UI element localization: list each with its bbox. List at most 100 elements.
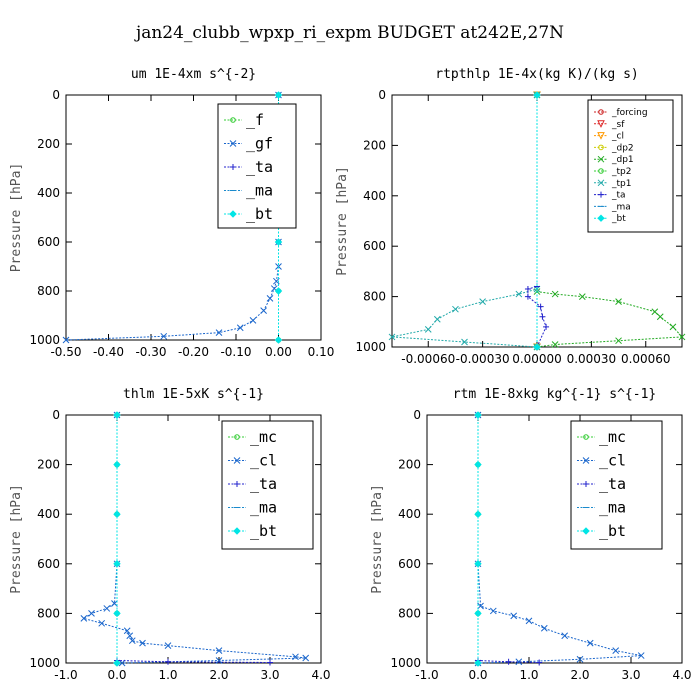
data-point — [505, 658, 512, 665]
x-tick-label: 4.0 — [672, 668, 691, 682]
data-point — [292, 653, 299, 661]
legend-marker — [598, 168, 604, 174]
y-tick-label: 1000 — [355, 340, 386, 354]
legend: _mc _cl _ta _ma _bt — [221, 420, 314, 550]
data-point — [160, 332, 168, 340]
x-tick-label: 1.0 — [158, 668, 177, 682]
data-point — [524, 293, 531, 300]
legend-entry: _mc — [599, 428, 626, 446]
x-tick-label: -0.10 — [220, 345, 251, 359]
x-tick-label: -1.0 — [54, 668, 77, 682]
data-point — [424, 326, 432, 333]
data-point — [578, 293, 586, 300]
y-tick-label: 800 — [37, 284, 60, 298]
x-tick-label: 0.00030 — [567, 352, 617, 366]
data-point — [637, 652, 645, 659]
data-point — [515, 658, 523, 666]
plot-frame — [426, 414, 683, 664]
data-point — [561, 632, 569, 640]
data-point — [452, 305, 459, 313]
data-point — [103, 605, 111, 612]
data-point — [215, 329, 223, 337]
x-tick-label: -0.00060 — [401, 352, 455, 366]
y-tick-label: 200 — [398, 458, 421, 472]
legend-entry: _f — [246, 111, 264, 129]
series-bt — [113, 411, 121, 667]
legend-marker — [233, 457, 241, 464]
legend-marker — [230, 164, 236, 170]
legend-marker — [598, 109, 604, 115]
data-point — [123, 627, 131, 635]
data-point — [433, 315, 441, 323]
data-point — [474, 510, 482, 518]
data-point — [62, 336, 70, 344]
y-tick-label: 0 — [52, 408, 60, 422]
legend-marker — [597, 132, 605, 140]
chart-panel-3: thlm 1E-5xK s^{-1} Pressure [hPa] 0 200 400 6… — [9, 387, 331, 682]
legend-entry: _dp2 — [611, 143, 634, 153]
y-tick-label: 800 — [37, 606, 60, 620]
legend-marker — [598, 191, 604, 198]
data-point — [479, 298, 486, 305]
data-point — [111, 600, 118, 607]
data-point — [651, 308, 659, 316]
x-tick-label: 0.0 — [468, 668, 487, 682]
x-tick-label: 0.0 — [107, 668, 126, 682]
data-point — [474, 460, 482, 469]
series-tp1 — [388, 91, 541, 351]
data-point — [656, 313, 664, 321]
legend-marker — [597, 179, 605, 187]
legend-marker — [229, 210, 237, 218]
legend-entry: _ma — [611, 202, 631, 212]
data-point — [80, 615, 88, 622]
data-point — [165, 658, 171, 665]
y-tick-label: 0 — [413, 408, 421, 422]
legend-entry: _ma — [250, 499, 277, 517]
y-tick-label: 600 — [37, 557, 60, 571]
data-point — [267, 659, 273, 666]
data-point — [128, 637, 136, 645]
legend-entry: _bt — [250, 522, 277, 540]
legend-marker — [582, 527, 590, 535]
legend-marker — [234, 434, 240, 440]
x-tick-label: 4.0 — [311, 668, 330, 682]
plot-frame — [65, 414, 322, 664]
y-tick-label: 400 — [37, 186, 60, 200]
x-tick-label: 2.0 — [570, 668, 589, 682]
legend-entry: _ma — [246, 182, 273, 200]
data-point — [98, 619, 106, 627]
x-tick-label: -0.30 — [135, 345, 166, 359]
y-tick-label: 1000 — [29, 656, 60, 670]
legend-entry: _dp1 — [611, 155, 634, 165]
x-tick-label: 0.00060 — [621, 352, 671, 366]
y-tick-label: 600 — [37, 235, 60, 249]
y-tick-label: 0 — [52, 88, 60, 102]
legend-entry: _ta — [599, 475, 626, 493]
figure-title: jan24_clubb_wpxp_ri_expm BUDGET at242E,2… — [134, 23, 564, 43]
data-point — [88, 610, 95, 617]
legend-entry: _ta — [611, 191, 626, 201]
chart-title: um 1E-4xm s^{-2} — [131, 67, 256, 82]
x-tick-label: 0.00 — [265, 345, 292, 359]
data-point — [539, 313, 546, 320]
y-tick-label: 400 — [398, 507, 421, 521]
data-point — [388, 333, 396, 341]
data-point — [113, 659, 121, 667]
legend-entry: _tp2 — [611, 167, 631, 177]
data-point — [474, 609, 482, 618]
data-point — [113, 460, 121, 469]
data-point — [510, 612, 518, 620]
legend-marker — [597, 214, 605, 222]
chart-title: rtpthlp 1E-4x(kg K)/(kg s) — [435, 67, 639, 82]
data-point — [615, 337, 622, 345]
y-axis-label: Pressure [hPa] — [335, 166, 350, 276]
data-point — [615, 298, 622, 305]
legend-entry: _gf — [246, 135, 273, 153]
data-point — [533, 343, 541, 351]
legend-marker — [233, 527, 241, 535]
legend-entry: _ma — [599, 499, 626, 517]
data-point — [551, 341, 559, 348]
y-tick-label: 400 — [363, 189, 386, 203]
data-point — [139, 639, 146, 647]
series-bt — [474, 411, 482, 667]
